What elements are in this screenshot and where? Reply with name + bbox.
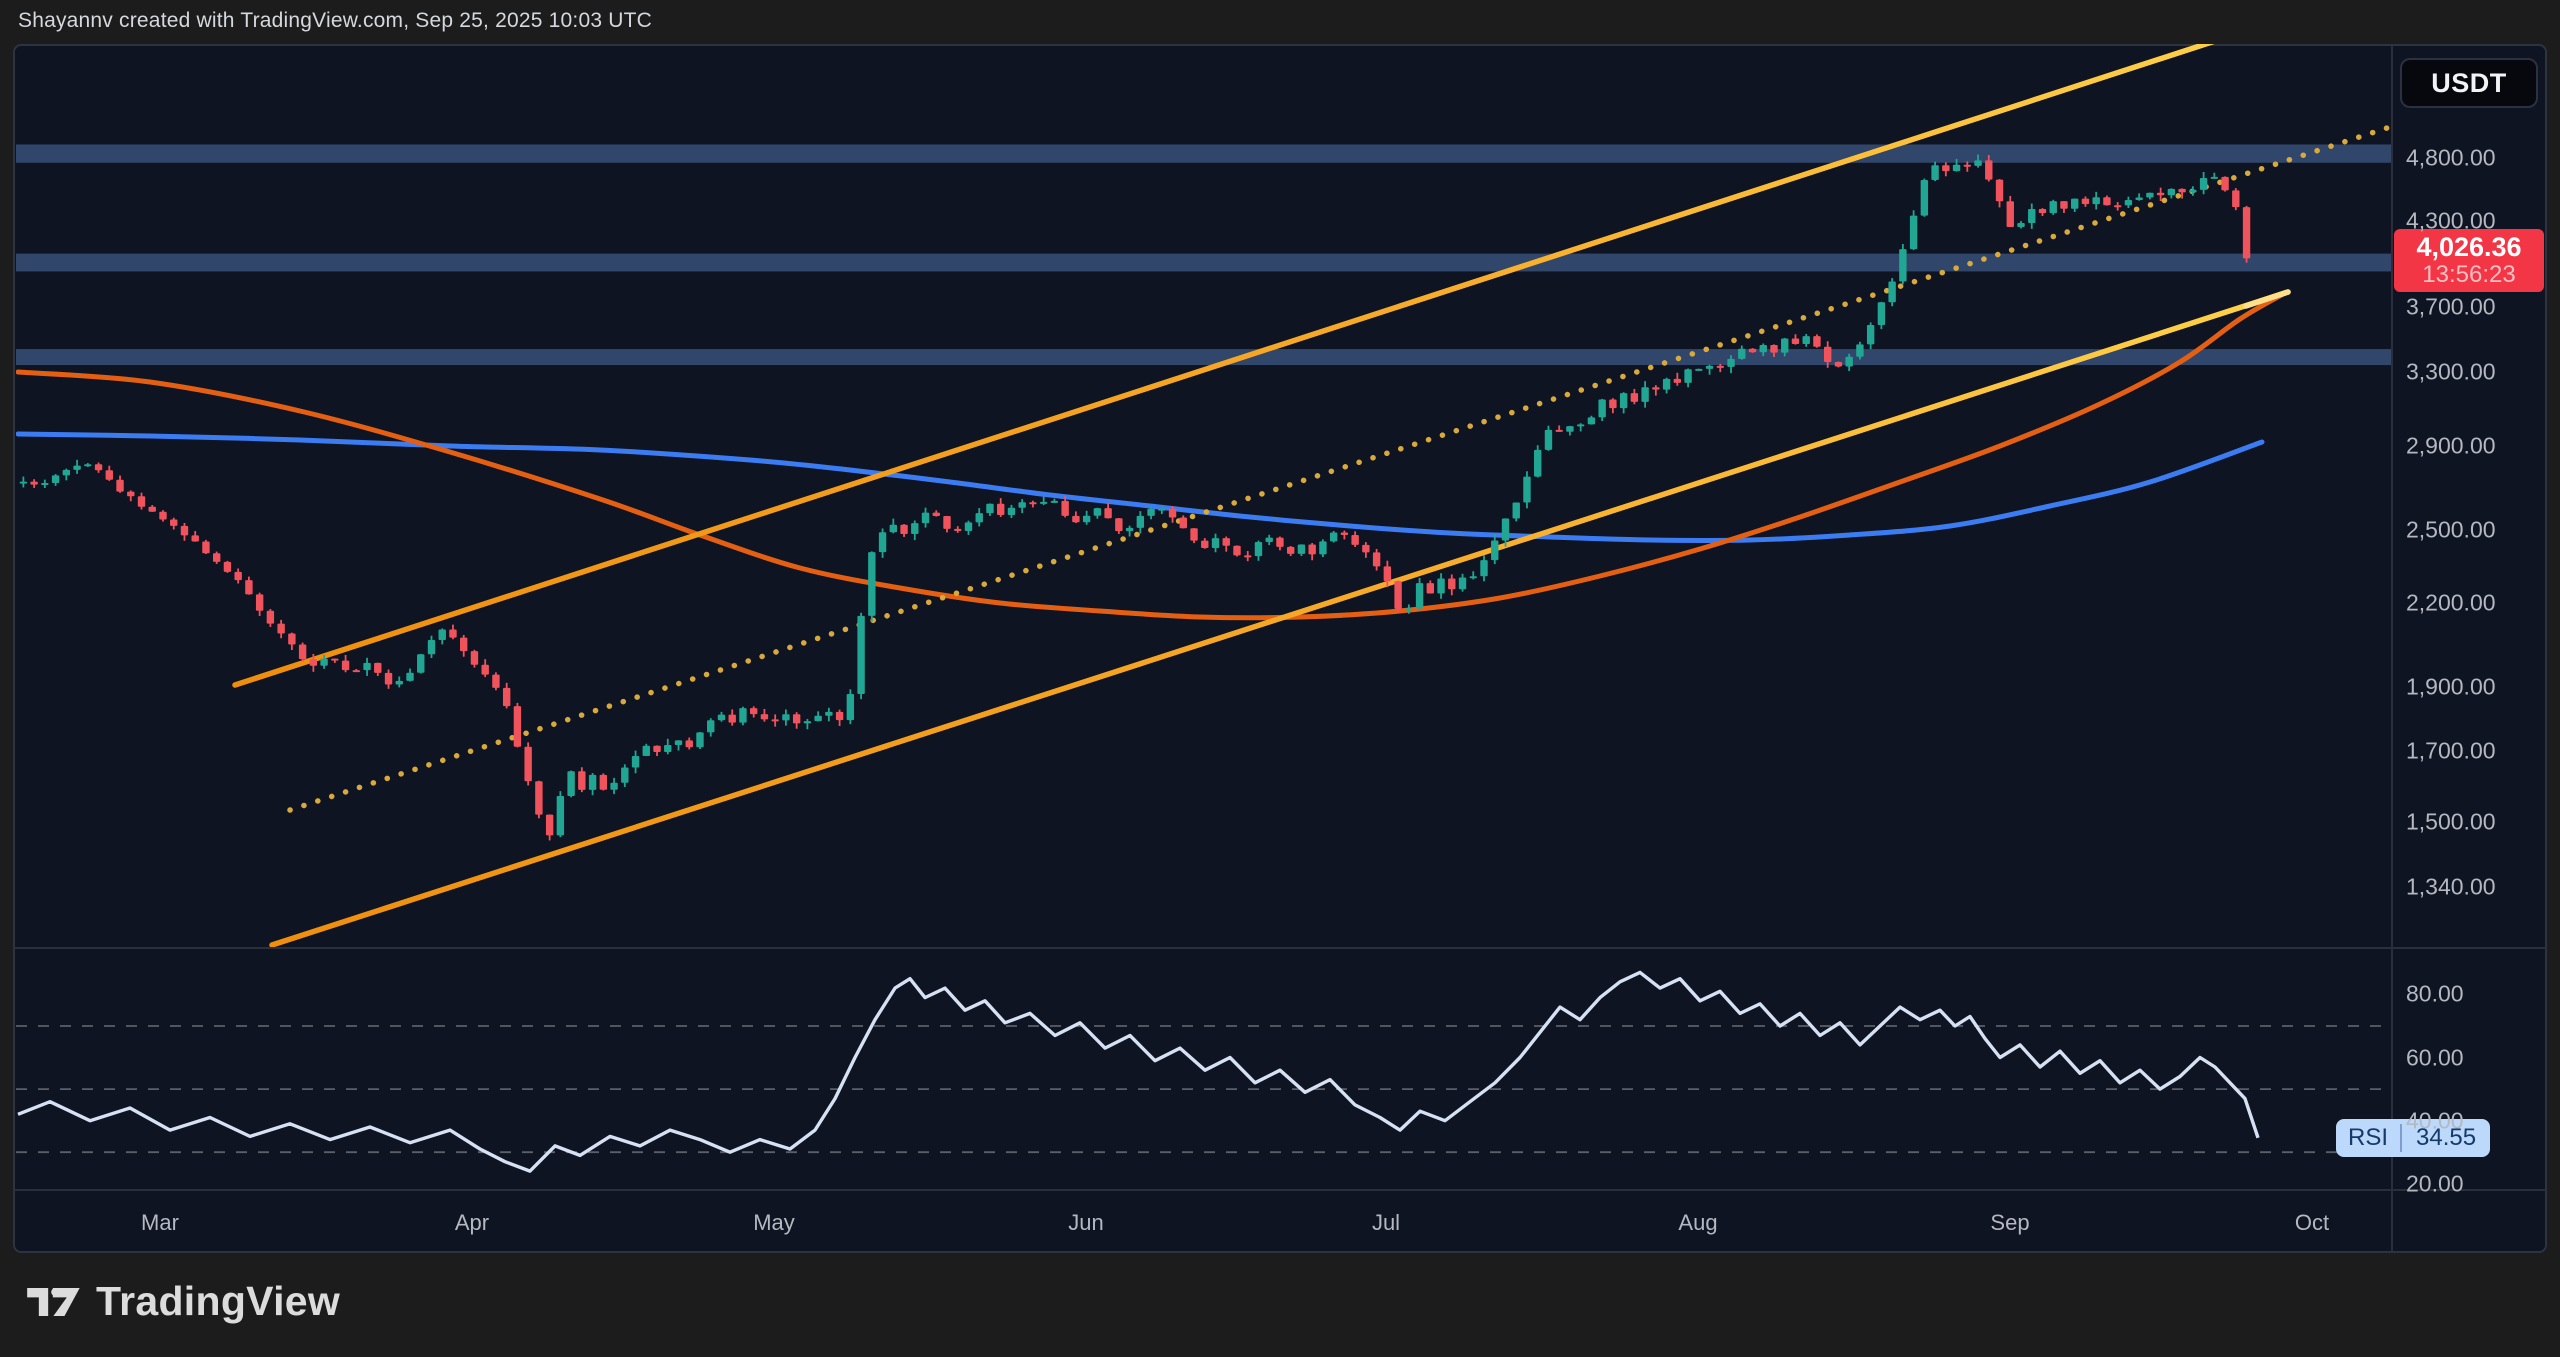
- tradingview-logo-icon: [26, 1282, 82, 1322]
- tradingview-logo-text: TradingView: [96, 1278, 341, 1324]
- sma-blue: [16, 431, 2265, 543]
- chart-frame: [13, 44, 2547, 1253]
- price-axis-label: 1,340.00: [2406, 873, 2496, 900]
- rsi-badge-value: 34.55: [2400, 1124, 2490, 1152]
- current-price-value: 4,026.36: [2416, 232, 2522, 262]
- rsi-value-badge: RSI 34.55: [2336, 1119, 2491, 1157]
- time-axis-label-jun: Jun: [1068, 1210, 1104, 1235]
- sma-orange: [16, 290, 2288, 621]
- price-axis-label: 4,300.00: [2406, 207, 2496, 234]
- price-axis-label: 2,200.00: [2406, 589, 2496, 616]
- price-axis-label: 3,700.00: [2406, 293, 2496, 320]
- channel-mid: [287, 124, 2392, 813]
- rsi-axis-label: 60.00: [2406, 1044, 2464, 1071]
- price-axis-label: 4,800.00: [2406, 144, 2496, 171]
- candles: [19, 154, 2251, 841]
- rsi-axis-label: 40.00: [2406, 1107, 2464, 1134]
- chart-attribution: Shayannv created with TradingView.com, S…: [18, 9, 653, 32]
- price-axis-label: 1,700.00: [2406, 737, 2496, 764]
- rsi-badge-name: RSI: [2348, 1124, 2389, 1151]
- price-axis-label: 3,300.00: [2406, 358, 2496, 385]
- price-axis-label: 2,500.00: [2406, 516, 2496, 543]
- time-axis-label-mar: Mar: [141, 1210, 179, 1235]
- rsi-axis-label: 20.00: [2406, 1170, 2464, 1197]
- tradingview-logo[interactable]: TradingView: [26, 1278, 340, 1325]
- channel-lower: [269, 289, 2291, 948]
- current-price-label: 4,026.36 13:56:23: [2394, 229, 2544, 292]
- time-axis-label-aug: Aug: [1678, 1210, 1718, 1235]
- time-axis-label-apr: Apr: [454, 1210, 490, 1235]
- rsi-pane: [16, 970, 2392, 1173]
- time-axis-label-sep: Sep: [1990, 1210, 2030, 1235]
- rsi-axis-label: 80.00: [2406, 980, 2464, 1007]
- price-axis-label: 2,900.00: [2406, 432, 2496, 459]
- channel-upper: [232, 44, 2215, 688]
- rsi-line: [17, 970, 2260, 1173]
- bar-countdown: 13:56:23: [2422, 261, 2516, 288]
- channel-lower-tip: [2243, 289, 2291, 309]
- price-axis-label: 1,900.00: [2406, 673, 2496, 700]
- price-axis-label: 1,500.00: [2406, 808, 2496, 835]
- quote-currency-button[interactable]: USDT: [2400, 58, 2538, 108]
- time-axis-label-oct: Oct: [2294, 1210, 2330, 1235]
- time-axis-label-may: May: [753, 1210, 795, 1235]
- time-axis-label-jul: Jul: [1371, 1210, 1401, 1235]
